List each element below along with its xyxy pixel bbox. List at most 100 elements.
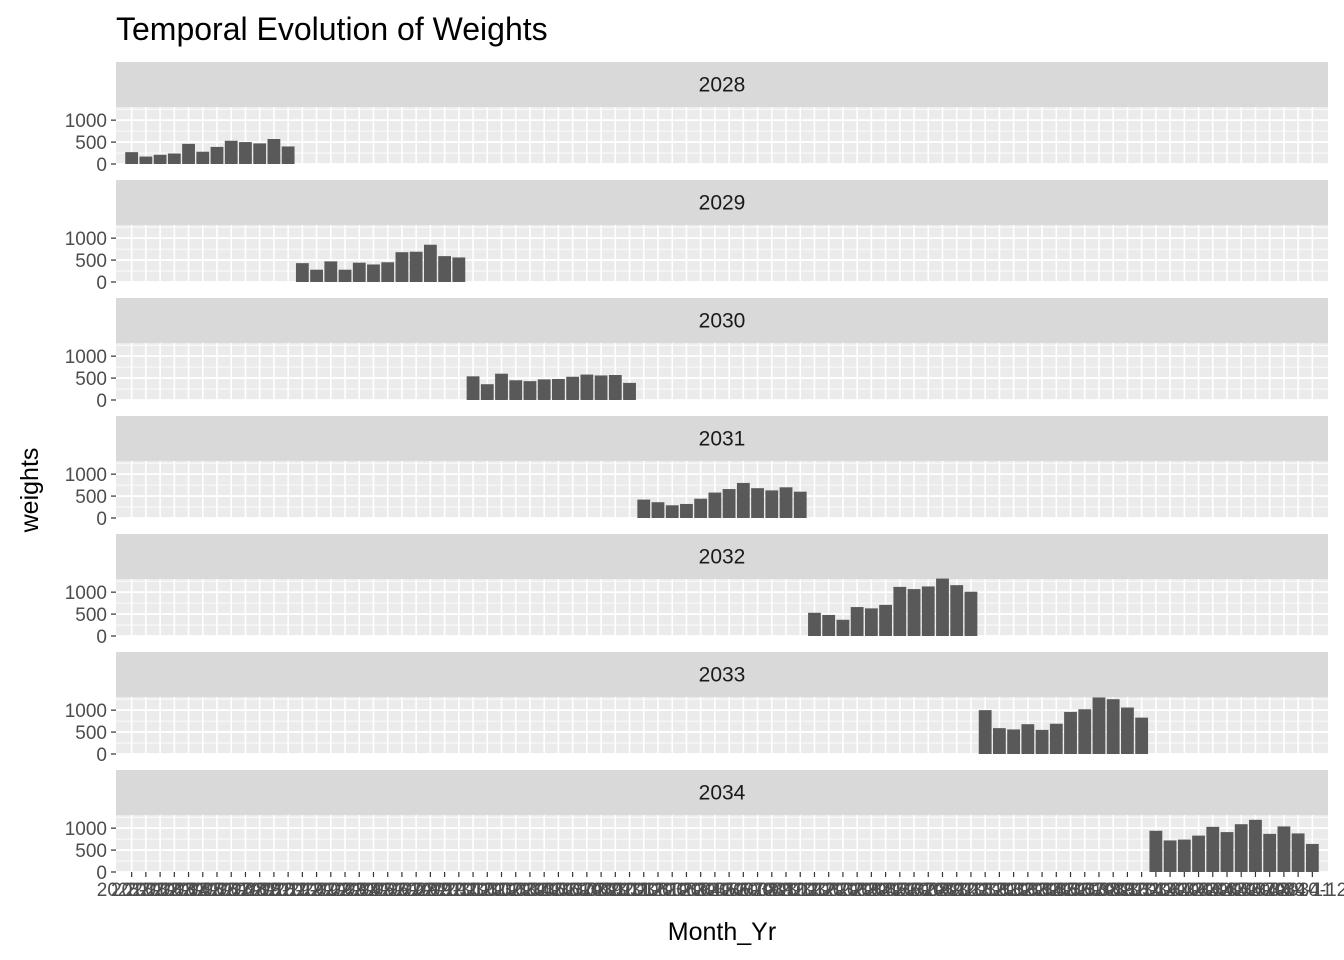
panel-background [116,461,1328,518]
facet-strip-label: 2030 [699,310,746,333]
x-tick-label: 2031-01 [609,880,679,901]
y-tick-label: 0 [96,509,107,530]
x-tick-label: 2028-01 [97,880,167,901]
bar-2032-12 [964,591,978,636]
y-tick-label: 0 [96,273,107,294]
bar-2031-08 [736,482,750,518]
x-tick-label: 2031-12 [765,880,835,901]
y-tick-label: 1000 [65,111,107,132]
bar-2033-02 [992,728,1006,754]
bar-2028-01 [125,152,139,164]
bar-2033-05 [1035,729,1049,754]
y-tick-label: 1000 [65,583,107,604]
x-tick-label: 2032-02 [794,880,864,901]
x-tick-label: 2032-10 [908,880,978,901]
x-tick-label: 2034-07 [1206,880,1276,901]
x-axis: 2028-012028-022028-032028-042028-052028-… [97,872,1344,901]
x-tick-label: 2034-01 [1121,880,1191,901]
bar-2032-02 [822,614,836,636]
bar-2028-09 [239,142,252,164]
bar-2034-02 [1163,840,1177,872]
x-tick-label: 2029-12 [424,880,494,901]
bar-2032-01 [808,612,821,636]
x-tick-label: 2033-02 [965,880,1035,901]
bar-2034-08 [1249,819,1262,872]
x-tick-label: 2028-04 [139,880,209,901]
y-tick-label: 500 [75,251,107,272]
bar-2032-06 [879,604,892,636]
y-tick-label: 500 [75,723,107,744]
x-tick-label: 2032-06 [851,880,921,901]
bar-2031-12 [793,491,807,518]
x-tick-label: 2028-09 [211,880,281,901]
x-tick-label: 2033-11 [1093,880,1161,901]
bar-2032-10 [936,578,949,636]
x-tick-label: 2029-07 [353,880,423,901]
chart-title: Temporal Evolution of Weights [116,11,548,47]
x-tick-label: 2030-03 [467,880,537,901]
bar-2032-03 [836,619,850,636]
facet-panels: 2028050010002029050010002030050010002031… [65,62,1328,884]
y-tick-label: 0 [96,863,107,884]
bar-2030-10 [594,375,608,400]
facet-strip [116,770,1328,815]
y-tick-label: 0 [96,627,107,648]
x-tick-label: 2031-08 [708,880,778,901]
x-tick-label: 2030-04 [481,880,551,901]
x-tick-label: 2034-04 [1164,880,1234,901]
bar-2034-09 [1263,833,1277,872]
bar-2034-05 [1206,826,1220,872]
y-tick-label: 500 [75,487,107,508]
x-tick-label: 2031-02 [623,880,693,901]
bar-2032-08 [907,589,921,636]
x-tick-label: 2029-03 [296,880,366,901]
x-axis-title: Month_Yr [668,918,776,946]
facet-strip [116,62,1328,107]
y-tick-label: 500 [75,841,107,862]
x-tick-label: 2029-09 [381,880,451,901]
bar-2034-03 [1177,839,1191,872]
x-tick-label: 2031-06 [680,880,750,901]
x-tick-label: 2032-08 [879,880,949,901]
x-tick-label: 2032-03 [808,880,878,901]
x-tick-label: 2028-03 [125,880,195,901]
x-tick-label: 2033-09 [1064,880,1134,901]
facet-strip-label: 2028 [699,74,746,97]
bar-2029-04 [338,269,352,282]
bar-2029-12 [452,257,466,282]
bar-2029-06 [367,264,380,282]
y-tick-label: 1000 [65,229,107,250]
bar-2029-05 [352,262,366,282]
x-tick-label: 2032-07 [865,880,935,901]
x-tick-label: 2029-06 [339,880,409,901]
bar-2031-10 [765,490,779,518]
x-tick-label: 2029-08 [367,880,437,901]
bar-2028-10 [253,143,267,164]
facet-strip [116,534,1328,579]
bar-2033-08 [1078,709,1092,754]
bar-2032-05 [864,608,878,636]
bar-2030-09 [580,374,594,400]
x-tick-label: 2030-05 [495,880,565,901]
x-tick-label: 2033-05 [1007,880,1077,901]
bar-2030-12 [623,382,636,400]
bar-2033-10 [1106,699,1120,754]
bar-2033-12 [1135,717,1149,754]
x-tick-label: 2031-11 [752,880,820,901]
x-tick-label: 2031-04 [652,880,722,901]
bar-2034-11 [1291,833,1305,872]
x-tick-label: 2031-05 [666,880,736,901]
bar-2033-09 [1092,697,1106,754]
x-tick-label: 2028-06 [168,880,238,901]
bar-2028-11 [267,139,281,164]
bar-2028-04 [167,153,181,164]
x-tick-label: 2033-08 [1050,880,1120,901]
bar-2034-01 [1149,830,1163,872]
bar-2031-07 [722,489,736,518]
y-tick-label: 1000 [65,465,107,486]
x-tick-label: 2030-10 [566,880,636,901]
